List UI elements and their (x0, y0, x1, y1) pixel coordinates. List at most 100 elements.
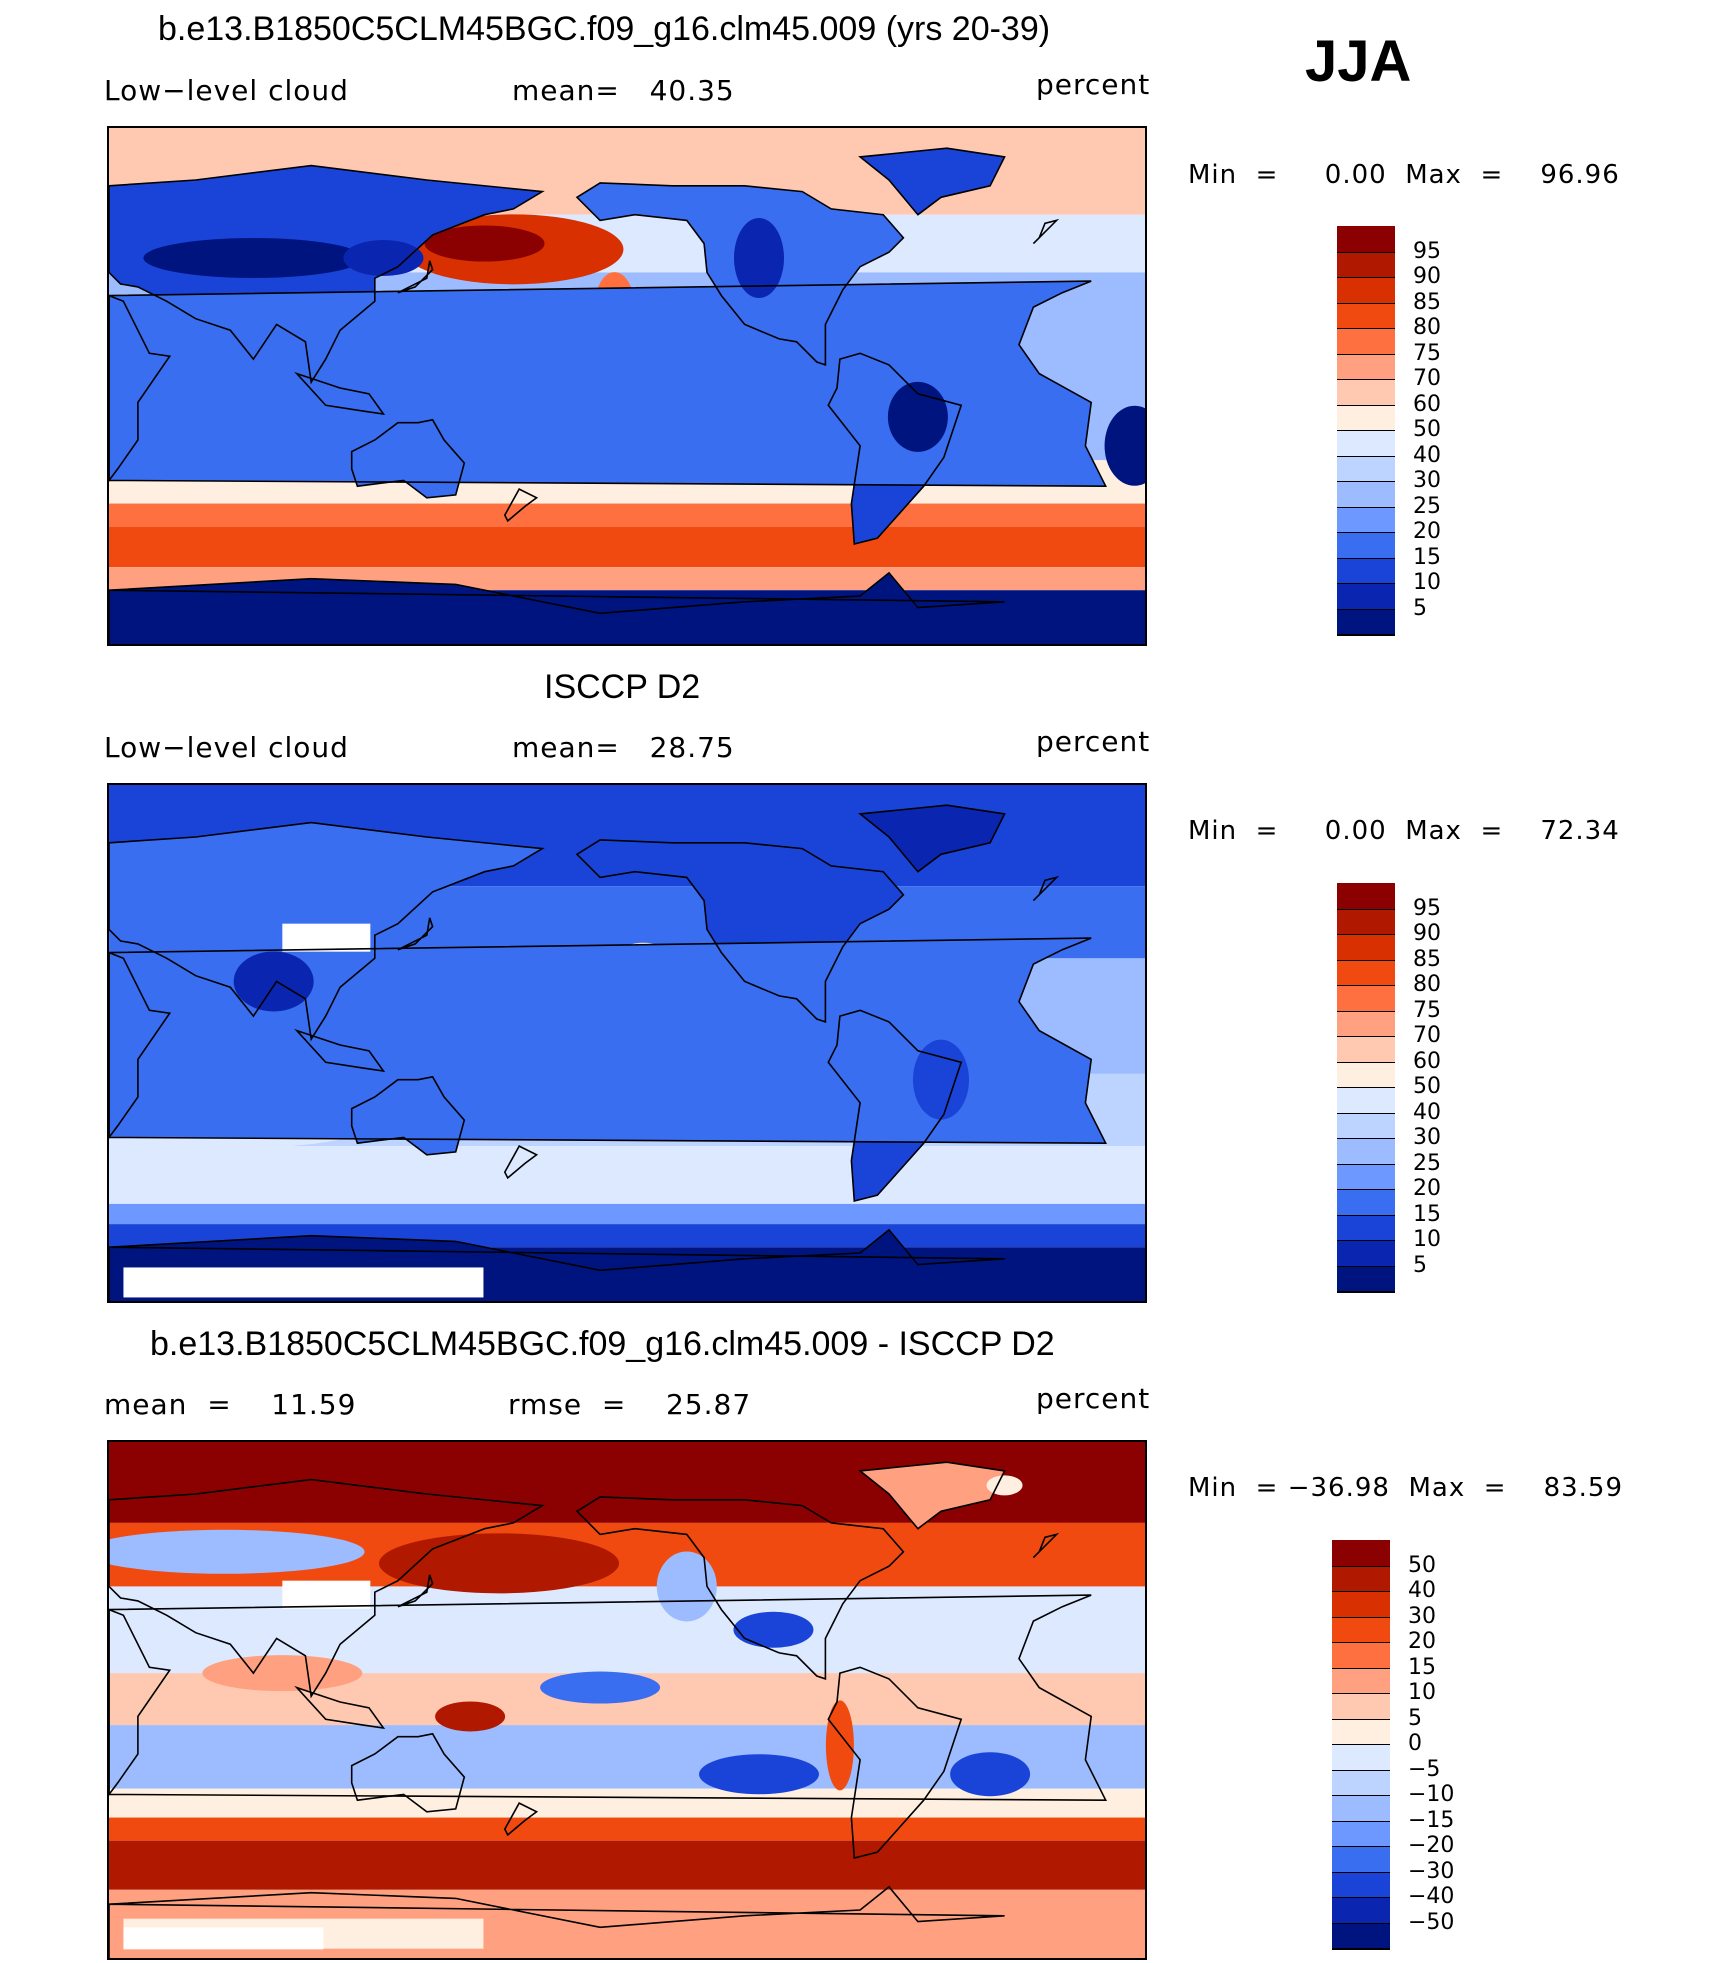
colorbar-swatch (1337, 1214, 1395, 1240)
colorbar-tick-label: 50 (1413, 417, 1441, 442)
panel2-variable-label: Low−level cloud (104, 731, 349, 764)
season-label: JJA (1305, 29, 1412, 94)
colorbar-tick-label: −5 (1408, 1756, 1441, 1782)
colorbar-tick-label: 5 (1413, 1252, 1427, 1278)
colorbar-swatch (1337, 883, 1395, 909)
colorbar-tick-label: −10 (1408, 1782, 1455, 1807)
colorbar-swatch (1337, 328, 1395, 354)
panel3-mean-label: mean = 11.59 (104, 1388, 357, 1421)
colorbar-tick-label: 0 (1408, 1731, 1422, 1756)
colorbar-swatch (1337, 1010, 1395, 1036)
colorbar-tick-label: 10 (1408, 1680, 1436, 1705)
colorbar-swatch (1337, 908, 1395, 934)
colorbar-tick-label: 70 (1413, 1023, 1441, 1048)
colorbar-swatch (1332, 1540, 1390, 1566)
colorbar-tick-label: 20 (1413, 1176, 1441, 1201)
colorbar-tick-label: 20 (1408, 1629, 1436, 1654)
colorbar-swatch (1332, 1667, 1390, 1693)
panel1-map (107, 126, 1147, 646)
panel2-map (107, 783, 1147, 1303)
colorbar-swatch (1337, 1112, 1395, 1138)
colorbar-swatch (1337, 251, 1395, 277)
colorbar-swatch (1332, 1718, 1390, 1744)
colorbar-tick-label: 30 (1413, 468, 1441, 493)
colorbar-swatch (1337, 506, 1395, 532)
colorbar-swatch (1332, 1591, 1390, 1617)
panel3-map (107, 1440, 1147, 1960)
panel3-title: b.e13.B1850C5CLM45BGC.f09_g16.clm45.009 … (150, 1325, 1055, 1363)
colorbar-swatch (1332, 1769, 1390, 1795)
colorbar-swatch (1337, 532, 1395, 558)
colorbar-swatch (1337, 1265, 1395, 1291)
colorbar-tick-label: 80 (1413, 972, 1441, 997)
panel1-title: b.e13.B1850C5CLM45BGC.f09_g16.clm45.009 … (158, 10, 1051, 48)
colorbar-swatch (1337, 1061, 1395, 1087)
panel2-minmax: Min = 0.00 Max = 72.34 (1188, 816, 1620, 846)
colorbar-tick-label: 15 (1413, 1201, 1441, 1227)
colorbar-tick-label: 10 (1413, 1227, 1441, 1252)
panel3-minmax: Min = −36.98 Max = 83.59 (1188, 1473, 1624, 1503)
panel2-units-label: percent (1036, 725, 1151, 758)
colorbar-tick-label: 70 (1413, 366, 1441, 391)
colorbar-swatch (1337, 404, 1395, 430)
panel1-mean-label: mean= 40.35 (512, 74, 735, 107)
colorbar-swatch (1337, 455, 1395, 481)
colorbar-tick-label: 5 (1413, 595, 1427, 621)
colorbar-swatch (1332, 1820, 1390, 1846)
colorbar-swatch (1337, 302, 1395, 328)
colorbar-tick-label: 15 (1413, 544, 1441, 570)
colorbar-tick-label: 75 (1413, 997, 1441, 1023)
colorbar-swatch (1337, 1163, 1395, 1189)
colorbar-swatch (1332, 1565, 1390, 1591)
colorbar-swatch (1337, 1087, 1395, 1113)
colorbar-tick-label: 20 (1413, 519, 1441, 544)
colorbar-tick-label: 90 (1413, 264, 1441, 289)
colorbar-tick-label: 90 (1413, 921, 1441, 946)
colorbar-tick-label: 60 (1413, 1048, 1441, 1074)
colorbar-tick-label: 30 (1408, 1603, 1436, 1629)
colorbar-swatch (1332, 1616, 1390, 1642)
panel1-variable-label: Low−level cloud (104, 74, 349, 107)
colorbar-tick-label: −50 (1408, 1909, 1455, 1935)
colorbar-swatch (1337, 277, 1395, 303)
colorbar-swatch (1337, 985, 1395, 1011)
colorbar-tick-label: 50 (1408, 1552, 1436, 1578)
panel2-mean-label: mean= 28.75 (512, 731, 735, 764)
panel3-units-label: percent (1036, 1382, 1151, 1415)
colorbar-tick-label: −30 (1408, 1858, 1455, 1884)
colorbar-tick-label: 40 (1408, 1578, 1436, 1603)
colorbar-swatch (1337, 379, 1395, 405)
colorbar-swatch (1332, 1871, 1390, 1897)
colorbar-swatch (1337, 608, 1395, 634)
colorbar-swatch (1337, 1138, 1395, 1164)
colorbar-swatch (1332, 1693, 1390, 1719)
panel1-minmax: Min = 0.00 Max = 96.96 (1188, 160, 1620, 190)
colorbar-tick-label: 80 (1413, 315, 1441, 340)
colorbar-swatch (1337, 353, 1395, 379)
colorbar-swatch (1337, 959, 1395, 985)
colorbar-swatch (1337, 1036, 1395, 1062)
colorbar-tick-label: 60 (1413, 391, 1441, 417)
colorbar-tick-label: 25 (1413, 1150, 1441, 1176)
colorbar-tick-label: −20 (1408, 1833, 1455, 1858)
colorbar-swatch (1332, 1744, 1390, 1770)
colorbar-tick-label: 50 (1413, 1074, 1441, 1099)
panel3-rmse-label: rmse = 25.87 (508, 1388, 752, 1421)
colorbar-tick-label: 95 (1413, 895, 1441, 921)
colorbar-swatch (1332, 1795, 1390, 1821)
colorbar-tick-label: 5 (1408, 1705, 1422, 1731)
colorbar-tick-label: 25 (1413, 493, 1441, 519)
colorbar-swatch (1337, 1240, 1395, 1266)
colorbar-tick-label: 85 (1413, 289, 1441, 315)
colorbar-tick-label: −15 (1408, 1807, 1455, 1833)
panel1-units-label: percent (1036, 68, 1151, 101)
colorbar-swatch (1337, 481, 1395, 507)
colorbar-tick-label: 85 (1413, 946, 1441, 972)
panel2-title: ISCCP D2 (544, 668, 701, 706)
colorbar-tick-label: −40 (1408, 1884, 1455, 1909)
colorbar-tick-label: 40 (1413, 1099, 1441, 1125)
colorbar-swatch (1332, 1642, 1390, 1668)
colorbar-tick-label: 40 (1413, 442, 1441, 468)
colorbar-tick-label: 15 (1408, 1654, 1436, 1680)
colorbar-swatch (1337, 583, 1395, 609)
